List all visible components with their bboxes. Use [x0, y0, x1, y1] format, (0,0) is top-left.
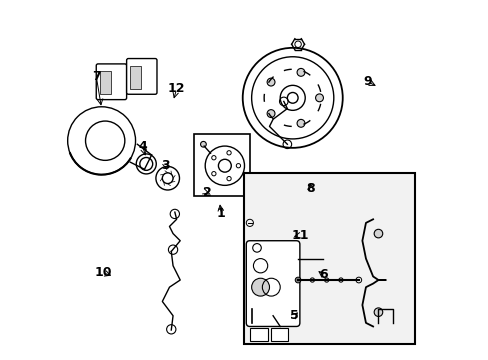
Text: 3: 3 [161, 159, 170, 172]
Circle shape [266, 110, 274, 117]
Bar [194, 134, 249, 196]
Circle shape [297, 120, 305, 127]
Bar [270, 328, 288, 341]
Text: 6: 6 [318, 268, 327, 281]
Text: 10: 10 [95, 266, 112, 279]
Circle shape [373, 229, 382, 238]
Text: 7: 7 [92, 70, 101, 83]
Text: 11: 11 [290, 229, 308, 242]
Text: 1: 1 [217, 207, 225, 220]
Bar [249, 328, 267, 341]
Circle shape [315, 94, 323, 102]
Circle shape [373, 308, 382, 316]
Text: 5: 5 [289, 309, 298, 322]
Bar [244, 173, 414, 344]
Circle shape [309, 278, 314, 282]
Text: 2: 2 [202, 186, 211, 199]
Circle shape [297, 68, 305, 76]
Circle shape [266, 78, 274, 86]
Circle shape [200, 141, 206, 147]
Circle shape [338, 278, 343, 282]
FancyBboxPatch shape [96, 64, 126, 100]
Bar [100, 71, 110, 94]
Circle shape [324, 278, 328, 282]
Text: 9: 9 [363, 75, 371, 88]
Circle shape [251, 278, 269, 296]
FancyBboxPatch shape [246, 241, 299, 327]
Text: 12: 12 [167, 82, 185, 95]
Bar [130, 66, 141, 89]
FancyBboxPatch shape [126, 59, 157, 94]
Circle shape [295, 277, 300, 283]
Text: 4: 4 [138, 140, 147, 153]
Text: 8: 8 [305, 183, 314, 195]
